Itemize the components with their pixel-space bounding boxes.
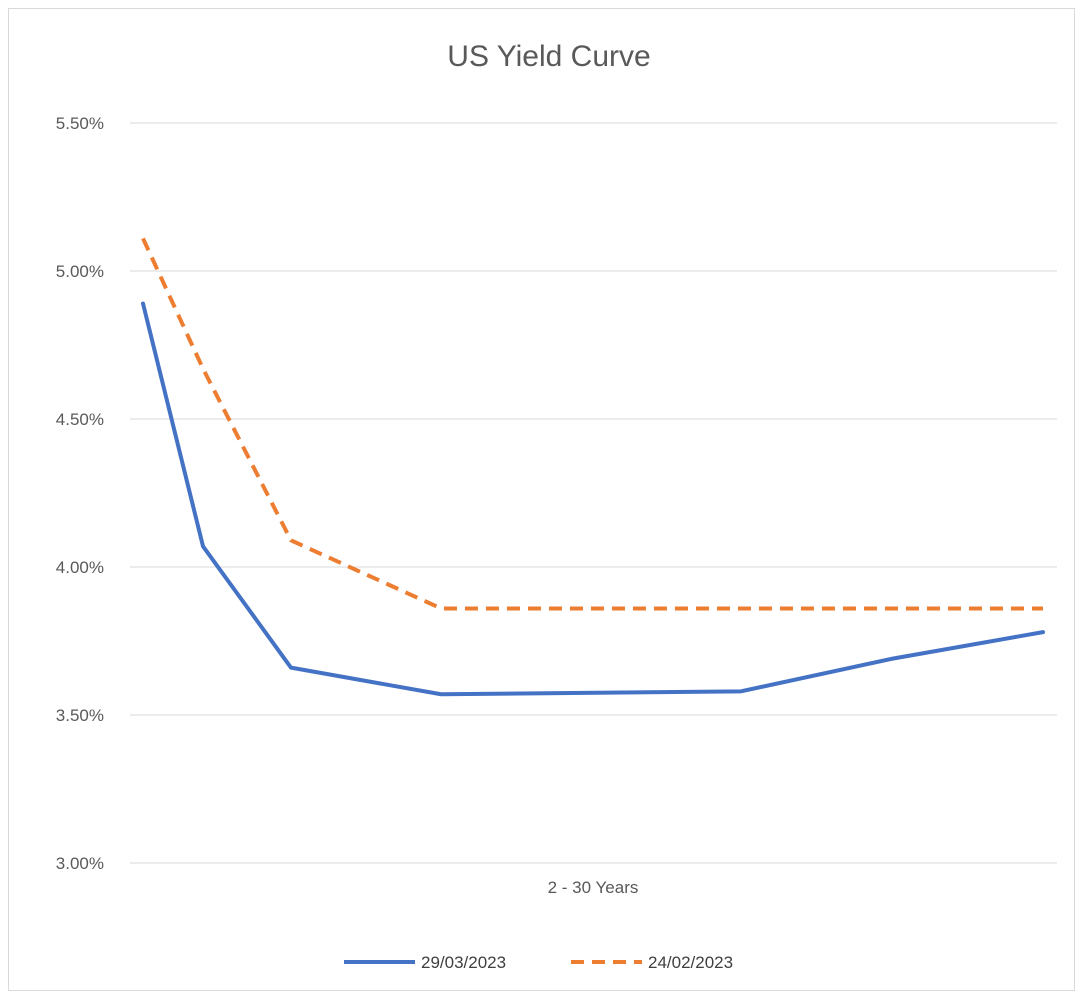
legend-label-24-02-2023: 24/02/2023 xyxy=(648,953,733,972)
y-tick-label: 4.00% xyxy=(56,558,104,577)
y-tick-label: 5.00% xyxy=(56,262,104,281)
chart-frame xyxy=(8,8,1075,991)
y-tick-label: 3.50% xyxy=(56,706,104,725)
y-tick-label: 3.00% xyxy=(56,854,104,873)
series-line-29-03-2023 xyxy=(141,301,1045,697)
x-axis-label: 2 - 30 Years xyxy=(548,878,639,897)
legend: 29/03/2023 24/02/2023 xyxy=(344,953,733,972)
gridlines xyxy=(130,122,1057,864)
series-lines xyxy=(141,237,1045,697)
legend-label-29-03-2023: 29/03/2023 xyxy=(421,953,506,972)
y-tick-label: 5.50% xyxy=(56,114,104,133)
y-axis-ticks: 3.00% 3.50% 4.00% 4.50% 5.00% 5.50% xyxy=(56,114,104,873)
series-line-24-02-2023 xyxy=(141,237,1043,611)
y-tick-label: 4.50% xyxy=(56,410,104,429)
chart-title: US Yield Curve xyxy=(447,40,650,73)
